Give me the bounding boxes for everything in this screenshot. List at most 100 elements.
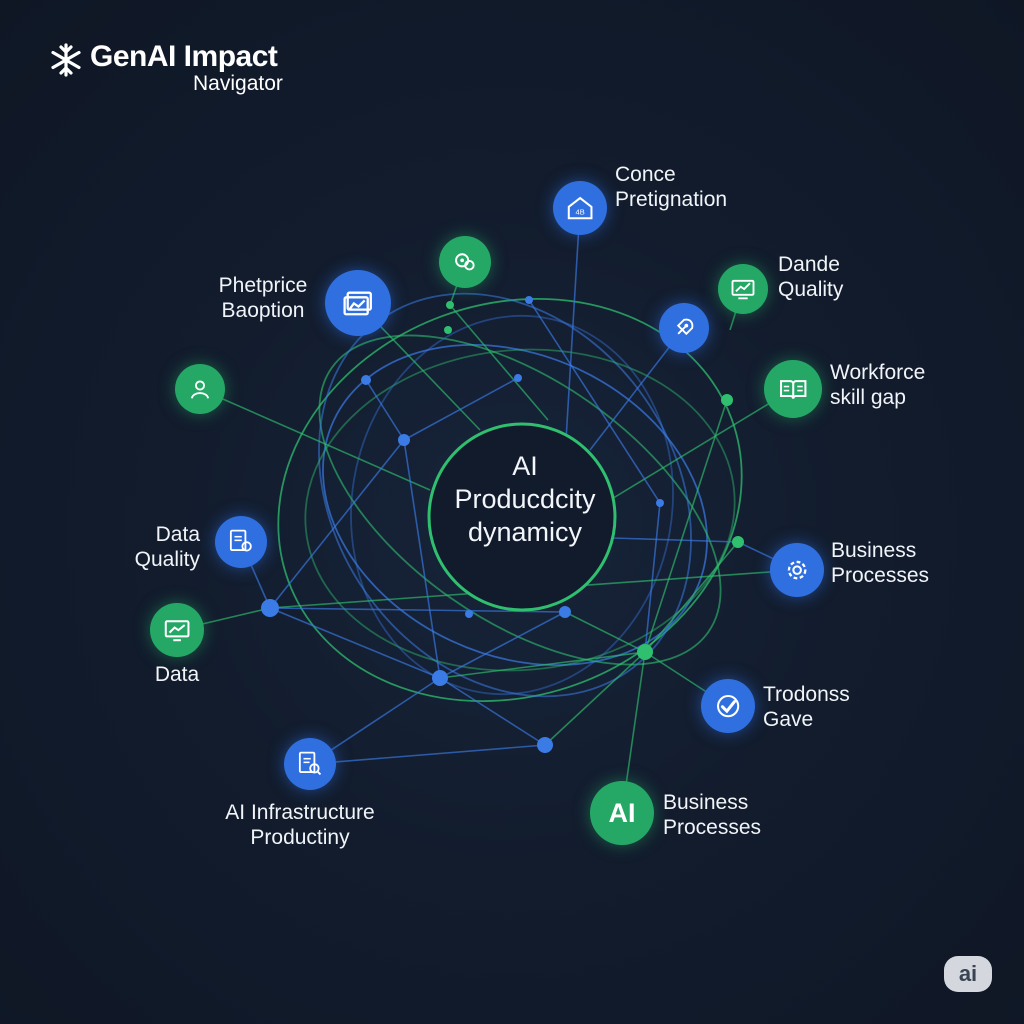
image-chart-icon	[342, 291, 372, 315]
node-label-dande: Dande Quality	[778, 252, 843, 302]
hub-label-line: dynamicy	[467, 517, 583, 547]
rocket-icon	[676, 318, 694, 336]
network-link	[439, 651, 646, 679]
house-icon: 4B	[567, 196, 593, 220]
node-label-line: Business	[663, 791, 749, 814]
orbit-ring	[350, 314, 674, 696]
orbit-ring	[322, 344, 708, 666]
node-label-infra: AI Infrastructure Productiny	[200, 800, 400, 850]
orbit-ring	[318, 334, 722, 666]
node-label-line: Processes	[663, 816, 762, 839]
node-label-trodonss: Trodonss Gave	[763, 682, 850, 732]
document-badge-icon	[230, 530, 253, 552]
junction-dot	[721, 394, 733, 406]
network-link	[269, 439, 405, 609]
node-label-line: Trodonss	[763, 683, 850, 706]
network-link	[589, 327, 685, 451]
node-data[interactable]	[150, 603, 204, 657]
node-label-business-bottom: Business Processes	[663, 790, 761, 840]
network-link	[611, 537, 739, 543]
network-link	[544, 651, 646, 746]
network-link	[564, 611, 646, 653]
junction-dot	[637, 644, 653, 660]
node-trodonss[interactable]	[701, 679, 755, 733]
node-dande[interactable]	[718, 264, 768, 314]
node-label-line: Data	[155, 523, 200, 546]
junction-dot	[361, 375, 371, 385]
network-link	[269, 607, 566, 613]
junction-dot	[525, 296, 533, 304]
node-business-processes-right[interactable]	[770, 543, 824, 597]
network-link	[269, 607, 441, 679]
node-person[interactable]	[175, 364, 225, 414]
network-link	[199, 388, 431, 491]
gears-icon	[455, 253, 476, 271]
brand-header: GenAI Impact Navigator	[48, 40, 318, 100]
document-search-icon	[299, 752, 322, 776]
node-label-line: Dande	[778, 253, 840, 276]
hub-label: AI Producdcity dynamicy	[430, 450, 620, 549]
node-label-workforce: Workforce skill gap	[830, 360, 925, 410]
node-label-line: Pretignation	[615, 188, 728, 211]
junction-dot	[514, 374, 522, 382]
node-label-conce: Conce Pretignation	[615, 162, 727, 212]
brand-subtitle: Navigator	[193, 72, 283, 95]
network-link	[449, 304, 549, 421]
node-label-line: Quality	[134, 548, 200, 571]
check-icon	[716, 694, 740, 718]
node-label-line: Phetprice	[218, 274, 308, 297]
node-label-line: Quality	[778, 278, 844, 301]
hub-circle	[427, 422, 617, 612]
junction-dot	[537, 737, 553, 753]
node-label-line: Data	[154, 663, 200, 686]
hub-label-line: Producdcity	[454, 484, 596, 514]
node-label-line: Productiny	[250, 826, 350, 849]
network-link	[644, 399, 728, 653]
node-phetprice[interactable]	[325, 270, 391, 336]
node-label-phetprice: Phetprice Baoption	[203, 273, 323, 323]
snowflake-icon	[51, 43, 81, 77]
orbit-ring	[277, 298, 743, 702]
network-link	[644, 502, 661, 653]
junction-dots	[261, 296, 744, 753]
monitor-chart-icon	[164, 620, 190, 642]
node-gears[interactable]	[439, 236, 491, 288]
node-label-line: AI Infrastructure	[225, 801, 375, 824]
node-conce[interactable]: 4B	[553, 181, 607, 235]
network-link	[403, 377, 519, 441]
ai-watermark: ai	[944, 956, 992, 992]
junction-dot	[398, 434, 410, 446]
node-label-line: Gave	[763, 708, 814, 731]
node-label-line: Workforce	[830, 361, 926, 384]
network-link	[365, 379, 405, 441]
network-link	[309, 744, 546, 765]
node-infra[interactable]	[284, 738, 336, 790]
gear-icon	[787, 560, 807, 580]
node-label-data: Data	[137, 662, 217, 687]
node-label-line: Business	[831, 539, 917, 562]
junction-dot	[656, 499, 664, 507]
network-link	[528, 299, 661, 504]
network-link	[403, 439, 441, 679]
network-link	[439, 677, 546, 746]
chart-monitor-icon	[731, 279, 755, 300]
orbit-ring	[304, 348, 736, 672]
book-icon	[779, 379, 807, 399]
node-label-line: skill gap	[830, 386, 906, 409]
junction-dot	[732, 536, 744, 548]
node-rocket[interactable]	[659, 303, 709, 353]
network-link	[609, 388, 794, 501]
network-link	[565, 207, 581, 441]
node-business-processes-bottom[interactable]: AI	[590, 781, 654, 845]
junction-dot	[446, 301, 454, 309]
hub-label-line: AI	[512, 451, 538, 481]
network-link	[644, 541, 739, 653]
network-link	[439, 611, 566, 679]
ai-badge-icon: AI	[608, 797, 636, 828]
junction-dot	[261, 599, 279, 617]
node-workforce[interactable]	[764, 360, 822, 418]
node-data-quality[interactable]	[215, 516, 267, 568]
node-label-line: Processes	[831, 564, 930, 587]
